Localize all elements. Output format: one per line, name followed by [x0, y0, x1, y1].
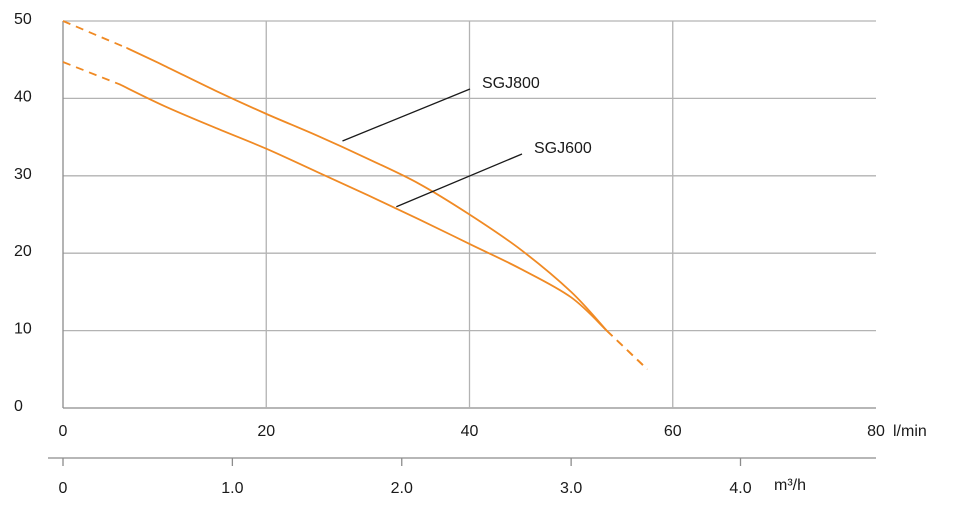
secondary-x-tick-label-3.0: 3.0: [560, 480, 582, 497]
y-tick-label-40: 40: [14, 88, 32, 105]
secondary-x-unit-label: m³/h: [774, 477, 806, 494]
x-tick-label-40: 40: [461, 423, 479, 440]
axis-ticks: 0 10 20 30 40 50 0 20 40 60 80 l/min 0 1.0 2.0 3.0 4.0 m³…: [14, 11, 927, 497]
y-tick-label-30: 30: [14, 166, 32, 183]
x-unit-label: l/min: [893, 423, 927, 440]
y-tick-label-0: 0: [14, 398, 23, 415]
x-tick-label-60: 60: [664, 423, 682, 440]
x-tick-label-0: 0: [59, 423, 68, 440]
x-tick-label-20: 20: [257, 423, 275, 440]
y-tick-label-20: 20: [14, 243, 32, 260]
series-label-sgj800: SGJ800: [482, 75, 540, 92]
y-tick-label-50: 50: [14, 11, 32, 28]
curve-sgj600-dashed-start: [62, 61, 121, 86]
curve-sgj800: [126, 47, 608, 332]
secondary-x-tick-label-0: 0: [59, 480, 68, 497]
leader-line-sgj800: [342, 88, 471, 142]
curves: [62, 20, 648, 370]
secondary-x-tick-label-1.0: 1.0: [221, 480, 243, 497]
secondary-x-tick-label-2.0: 2.0: [391, 480, 413, 497]
series-labels: SGJ800 SGJ600: [342, 75, 592, 208]
curve-sgj600: [119, 83, 608, 332]
grid: [48, 20, 876, 466]
x-tick-label-80: 80: [867, 423, 885, 440]
series-label-sgj600: SGJ600: [534, 140, 592, 157]
curve-sgj800-dashed-start: [62, 20, 128, 49]
curve-sgj600-dashed-end: [606, 329, 648, 370]
leader-line-sgj600: [396, 153, 523, 208]
secondary-x-tick-label-4.0: 4.0: [729, 480, 751, 497]
y-tick-label-10: 10: [14, 321, 32, 338]
